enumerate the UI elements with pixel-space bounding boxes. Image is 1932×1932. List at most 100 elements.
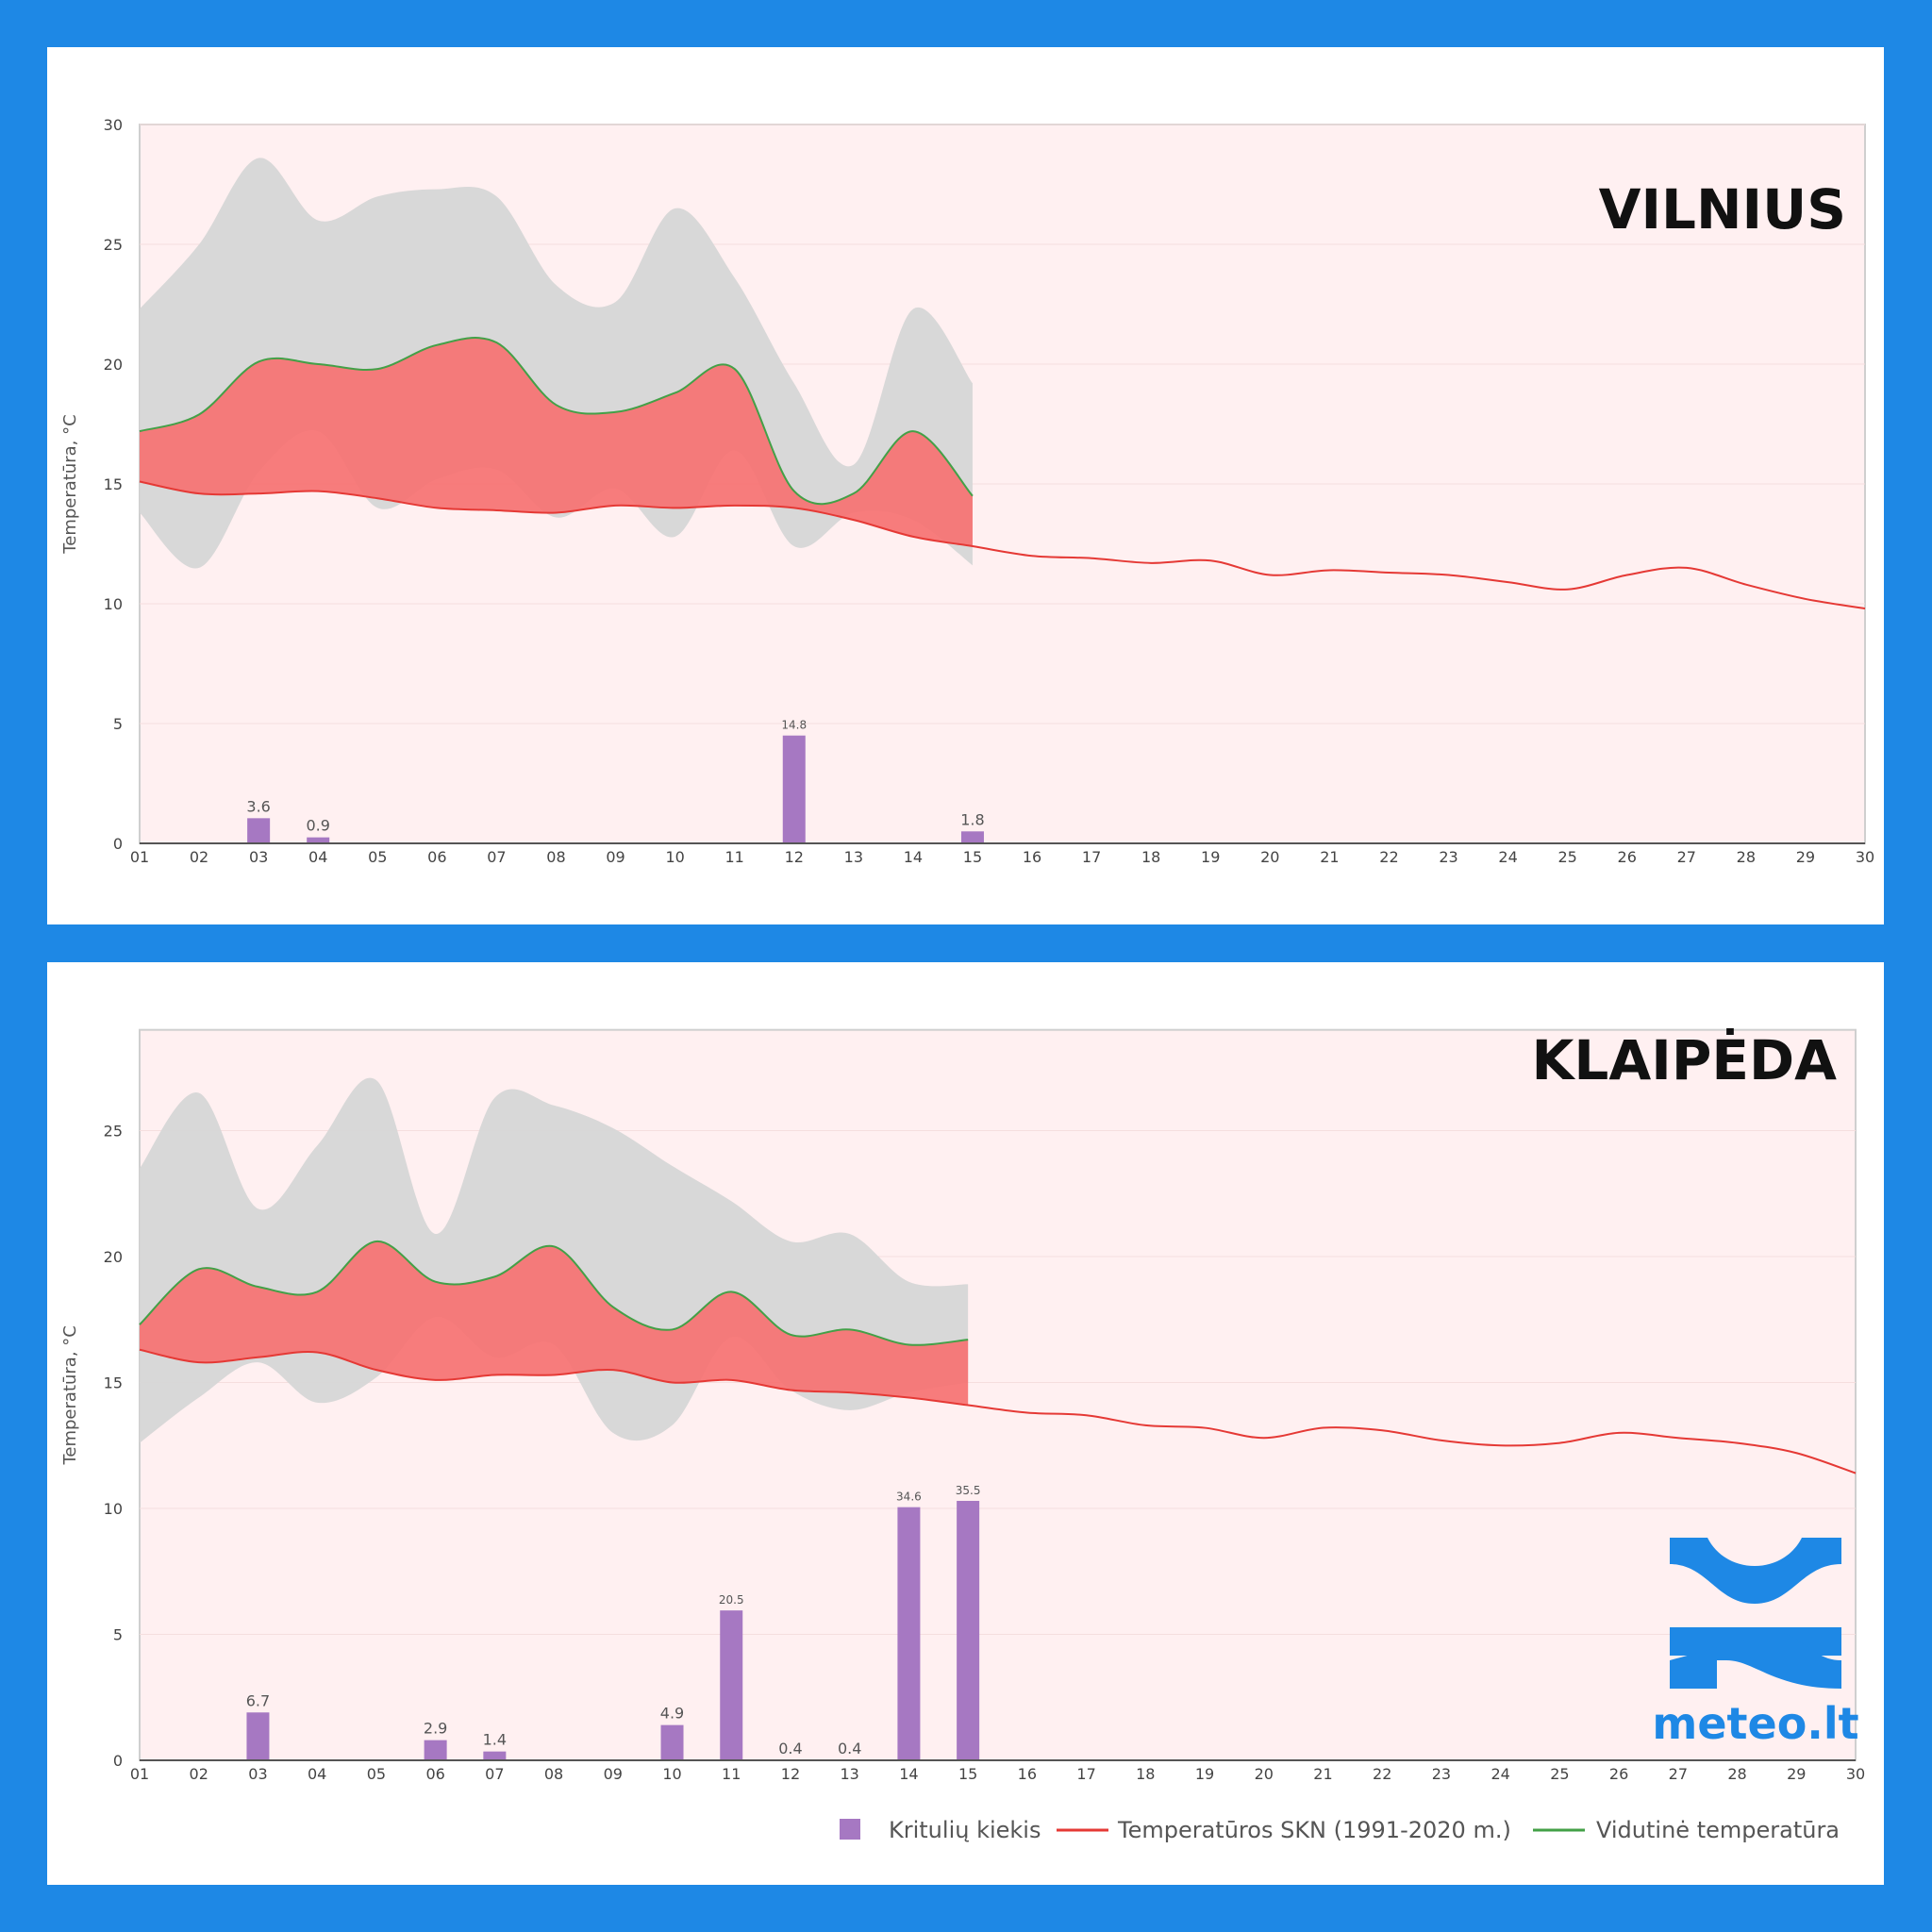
- temperature-anomaly-fill-dark: [140, 1241, 969, 1406]
- x-tick-label: 04: [308, 848, 327, 866]
- y-axis-label: Temperatūra, °C: [60, 1325, 80, 1465]
- y-tick-label: 20: [104, 356, 123, 374]
- legend-precip-swatch: [840, 1819, 860, 1840]
- x-tick-label: 16: [1018, 1765, 1037, 1783]
- logo-text: meteo.lt: [1652, 1698, 1858, 1749]
- precip-bar-label: 34.6: [896, 1491, 922, 1504]
- precip-bar: [960, 831, 984, 843]
- x-tick-label: 28: [1727, 1765, 1746, 1783]
- x-tick-label: 06: [427, 848, 446, 866]
- x-tick-label: 18: [1141, 848, 1160, 866]
- x-tick-label: 26: [1618, 848, 1637, 866]
- precip-bar-label: 2.9: [424, 1720, 447, 1738]
- x-tick-label: 01: [130, 848, 149, 866]
- x-tick-label: 05: [367, 1765, 386, 1783]
- precip-bar: [957, 1500, 980, 1760]
- klaipeda-chart-panel: 0 5 10 15 20 25 01 02 03 04 05 06 07 08 09 10 11 12 13 14 15…: [47, 962, 1884, 1885]
- y-tick-label: 20: [104, 1248, 123, 1266]
- x-tick-label: 30: [1846, 1765, 1865, 1783]
- x-tick-label: 27: [1677, 848, 1696, 866]
- x-tick-label: 25: [1557, 848, 1576, 866]
- legend-normal-label: Temperatūros SKN (1991-2020 m.): [1117, 1817, 1511, 1843]
- temperature-anomaly-fill-dark: [140, 338, 973, 547]
- x-tick-label: 01: [130, 1765, 149, 1783]
- x-tick-label: 03: [248, 1765, 267, 1783]
- x-tick-label: 29: [1796, 848, 1815, 866]
- y-tick-label: 10: [104, 1500, 123, 1518]
- x-tick-label: 12: [781, 1765, 800, 1783]
- x-tick-label: 06: [425, 1765, 444, 1783]
- precip-bar-label: 0.4: [778, 1740, 802, 1757]
- x-tick-label: 15: [958, 1765, 977, 1783]
- precip-bar-label: 6.7: [246, 1691, 270, 1709]
- x-tick-label: 24: [1498, 848, 1517, 866]
- x-tick-label: 10: [665, 848, 684, 866]
- x-tick-label: 02: [190, 1765, 208, 1783]
- x-tick-label: 24: [1491, 1765, 1509, 1783]
- precip-bar-label: 0.9: [306, 817, 329, 835]
- precip-bar: [483, 1751, 507, 1760]
- x-tick-label: 03: [249, 848, 268, 866]
- x-tick-label: 17: [1076, 1765, 1095, 1783]
- vilnius-chart-panel: 0 5 10 15 20 25 30 01 02 03 04 05 06 07 08 09 10 11 12 13 14…: [47, 47, 1884, 924]
- precip-bar-label: 35.5: [956, 1484, 981, 1497]
- x-tick-label: 07: [485, 1765, 504, 1783]
- y-tick-label: 25: [104, 1123, 123, 1141]
- precip-bar-label: 1.4: [483, 1731, 507, 1749]
- y-tick-label: 30: [104, 116, 123, 134]
- x-tick-label: 22: [1373, 1765, 1391, 1783]
- x-tick-label: 12: [785, 848, 804, 866]
- precip-bar: [307, 837, 330, 843]
- precip-bar-label: 0.4: [838, 1740, 861, 1757]
- x-tick-label: 20: [1260, 848, 1279, 866]
- precip-bar: [246, 1712, 270, 1760]
- x-tick-label: 04: [308, 1765, 326, 1783]
- precip-bar: [660, 1724, 684, 1760]
- x-tick-label: 18: [1136, 1765, 1155, 1783]
- x-tick-label: 14: [899, 1765, 918, 1783]
- precip-bar-label: 14.8: [781, 719, 807, 732]
- series-line-normal: [139, 1348, 1857, 1474]
- x-tick-label: 14: [904, 848, 923, 866]
- x-tick-label: 19: [1201, 848, 1220, 866]
- meteo-wave-logo-icon: [1670, 1538, 1841, 1689]
- y-tick-label: 15: [104, 1374, 123, 1392]
- y-tick-label: 25: [104, 236, 123, 254]
- x-tick-label: 21: [1313, 1765, 1332, 1783]
- y-tick-label: 5: [113, 715, 123, 733]
- x-tick-label: 07: [487, 848, 506, 866]
- x-tick-label: 11: [722, 1765, 741, 1783]
- series-line-mean: [139, 1240, 969, 1346]
- x-tick-label: 28: [1737, 848, 1756, 866]
- x-tick-label: 09: [604, 1765, 623, 1783]
- precip-bar-label: 3.6: [246, 797, 270, 815]
- y-axis-label: Temperatūra, °C: [60, 414, 80, 554]
- series-line-mean: [139, 337, 974, 506]
- x-tick-label: 11: [725, 848, 744, 866]
- x-tick-label: 08: [544, 1765, 563, 1783]
- x-tick-label: 08: [546, 848, 565, 866]
- y-tick-label: 10: [104, 595, 123, 613]
- chart-title: VILNIUS: [1599, 177, 1846, 242]
- x-tick-label: 16: [1023, 848, 1041, 866]
- x-tick-label: 26: [1609, 1765, 1628, 1783]
- precip-bar-label: 4.9: [660, 1705, 684, 1723]
- y-tick-label: 0: [113, 835, 123, 853]
- x-tick-label: 17: [1082, 848, 1101, 866]
- x-tick-label: 30: [1856, 848, 1874, 866]
- x-tick-label: 25: [1550, 1765, 1569, 1783]
- precip-bar: [782, 735, 806, 843]
- x-tick-label: 23: [1432, 1765, 1451, 1783]
- x-tick-label: 29: [1787, 1765, 1806, 1783]
- legend-mean-label: Vidutinė temperatūra: [1596, 1817, 1840, 1843]
- x-tick-label: 13: [844, 848, 863, 866]
- x-tick-label: 02: [190, 848, 208, 866]
- y-tick-label: 0: [113, 1752, 123, 1770]
- x-tick-label: 20: [1255, 1765, 1274, 1783]
- legend-precip-label: Kritulių kiekis: [889, 1817, 1041, 1843]
- x-tick-label: 10: [662, 1765, 681, 1783]
- x-tick-label: 27: [1669, 1765, 1688, 1783]
- precip-bar: [247, 818, 271, 843]
